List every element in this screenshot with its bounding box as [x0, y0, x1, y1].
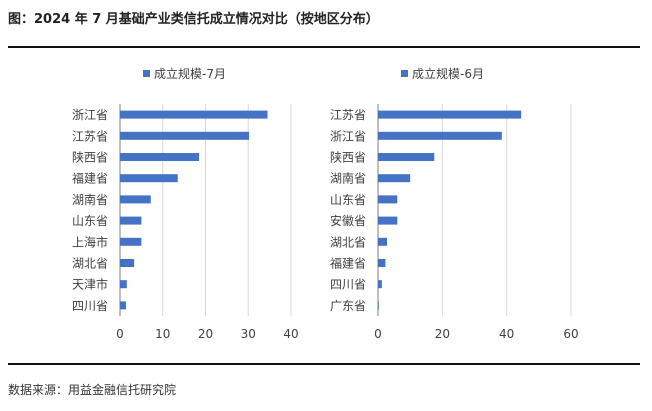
bar: [378, 259, 386, 267]
chart-june: 成立规模-6月 0 20 40 60 江苏省浙江省陕西省湖南省山东省安徽省湖北省福建省四川…: [330, 66, 579, 341]
x-tick-label: 40: [499, 327, 514, 341]
category-label: 湖北省: [72, 256, 108, 271]
bar: [378, 131, 502, 140]
legend-label: 成立规模-7月: [154, 66, 226, 81]
category-label: 湖北省: [330, 234, 366, 249]
legend: 成立规模-6月: [401, 66, 484, 81]
category-label: 山东省: [72, 214, 108, 228]
bar: [378, 153, 435, 161]
legend-swatch: [143, 70, 150, 77]
category-label: 湖南省: [330, 171, 366, 186]
bar: [378, 216, 398, 225]
category-label: 湖南省: [72, 192, 108, 207]
category-label: 福建省: [330, 256, 366, 271]
category-label: 上海市: [72, 234, 108, 249]
category-label: 陕西省: [72, 150, 108, 165]
bar: [120, 195, 151, 204]
bar: [120, 280, 127, 289]
bar: [378, 174, 411, 183]
category-label: 四川省: [72, 299, 108, 313]
bar: [120, 153, 200, 161]
category-label: 四川省: [330, 278, 366, 292]
data-source-note: 数据来源：用益金融信托研究院: [8, 383, 177, 397]
top-rule: [8, 46, 640, 48]
x-tick-label: 0: [116, 327, 124, 341]
bar: [378, 280, 382, 289]
bar: [120, 216, 142, 225]
bar: [378, 301, 379, 310]
category-label: 山东省: [330, 193, 366, 207]
legend-swatch: [401, 70, 408, 77]
x-tick-label: 20: [435, 327, 450, 341]
bar: [120, 131, 250, 140]
category-label: 浙江省: [330, 129, 366, 143]
bar: [120, 301, 126, 310]
category-label: 福建省: [72, 171, 108, 186]
category-label: 浙江省: [72, 108, 108, 122]
x-tick-label: 10: [155, 327, 170, 341]
x-tick-label: 0: [374, 327, 382, 341]
x-tick-label: 40: [283, 327, 298, 341]
x-tick-label: 60: [563, 327, 578, 341]
category-label: 天津市: [72, 277, 108, 292]
bar: [378, 110, 522, 119]
x-tick-label: 30: [241, 327, 256, 341]
legend: 成立规模-7月: [143, 66, 226, 81]
figure-title: 图：2024 年 7 月基础产业类信托成立情况对比（按地区分布）: [8, 12, 379, 27]
category-label: 江苏省: [330, 108, 366, 122]
bar: [378, 237, 388, 246]
bar: [120, 259, 135, 267]
x-tick-label: 20: [198, 327, 213, 341]
category-label: 江苏省: [72, 129, 108, 143]
bar: [120, 110, 268, 119]
bar: [120, 174, 178, 183]
bottom-rule: [8, 363, 640, 365]
category-label: 陕西省: [330, 150, 366, 165]
category-label: 安徽省: [330, 213, 366, 228]
bar: [120, 237, 142, 246]
chart-july: 成立规模-7月 0 10 20 30 40 浙江省江苏省陕西省福建省湖南省山东省上海市湖北省…: [72, 66, 299, 341]
bar: [378, 195, 398, 204]
category-label: 广东省: [330, 299, 366, 313]
legend-label: 成立规模-6月: [412, 66, 484, 81]
